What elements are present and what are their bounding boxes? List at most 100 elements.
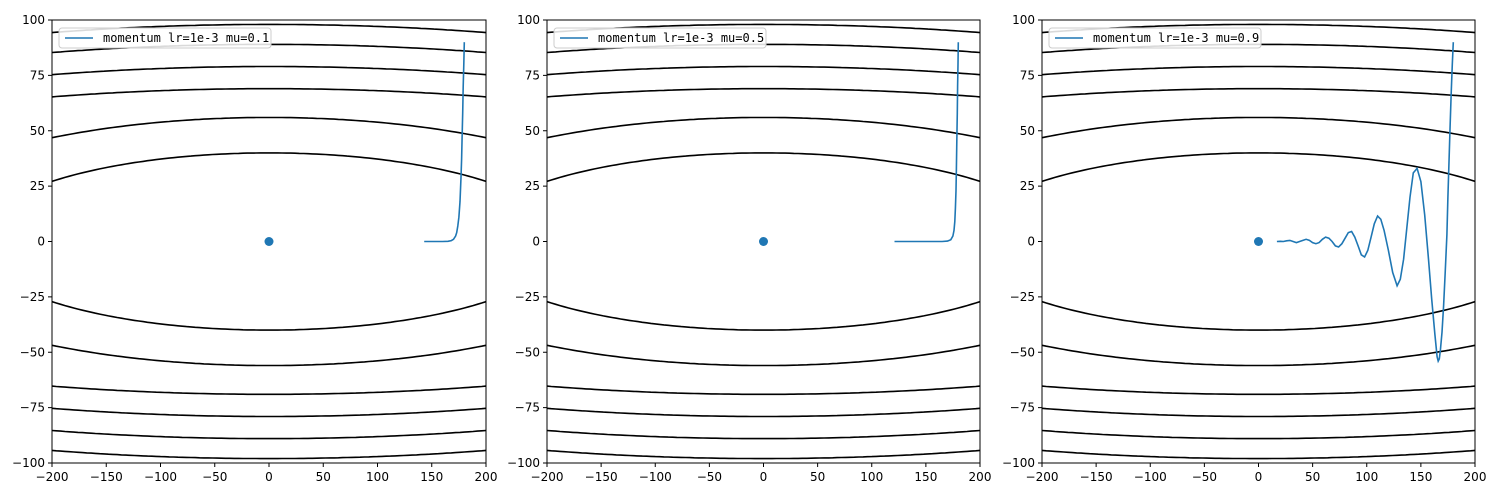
y-tick-label: 75 bbox=[525, 68, 540, 82]
y-tick-label: −75 bbox=[515, 401, 540, 415]
y-tick-label: 50 bbox=[525, 124, 540, 138]
contour-line bbox=[547, 385, 980, 396]
x-tick-label: 50 bbox=[810, 470, 825, 484]
y-tick-label: 50 bbox=[1020, 124, 1035, 138]
contour-line bbox=[52, 116, 486, 139]
x-tick-label: 0 bbox=[760, 470, 768, 484]
x-tick-label: −100 bbox=[1134, 470, 1167, 484]
contour-line bbox=[1042, 87, 1475, 98]
contour-line bbox=[1042, 300, 1475, 331]
y-tick-label: −100 bbox=[507, 456, 540, 470]
y-tick-label: 0 bbox=[532, 235, 540, 249]
y-tick-label: −50 bbox=[515, 345, 540, 359]
legend-box bbox=[553, 27, 767, 49]
legend-box bbox=[58, 27, 272, 49]
y-tick-label: 0 bbox=[37, 235, 45, 249]
contour-line bbox=[547, 449, 980, 460]
x-tick-label: −100 bbox=[144, 470, 177, 484]
legend: momentum lr=1e-3 mu=0.9 bbox=[1048, 27, 1262, 49]
legend-box bbox=[1048, 27, 1262, 49]
contour-line bbox=[52, 87, 486, 98]
contour-line bbox=[52, 449, 486, 460]
contour-line bbox=[52, 385, 486, 396]
contour-line bbox=[547, 407, 980, 418]
contour-line bbox=[1042, 449, 1475, 460]
y-tick-label: 25 bbox=[30, 179, 45, 193]
x-tick-label: 100 bbox=[366, 470, 389, 484]
contour-line bbox=[1042, 65, 1475, 76]
y-tick-label: 100 bbox=[517, 13, 540, 27]
x-tick-label: 0 bbox=[265, 470, 273, 484]
y-tick-label: 50 bbox=[30, 124, 45, 138]
contour-line bbox=[1042, 407, 1475, 418]
contour-line bbox=[547, 87, 980, 98]
x-tick-label: −200 bbox=[531, 470, 564, 484]
x-tick-label: −50 bbox=[697, 470, 722, 484]
legend-label: momentum lr=1e-3 mu=0.1 bbox=[103, 31, 269, 45]
minimum-point bbox=[1254, 237, 1263, 246]
contour-line bbox=[547, 344, 980, 367]
minimum-point bbox=[759, 237, 768, 246]
chart-panel-1: −200 −150 −100 −50 0 50 100 150 200 −100 −75 −50 −25… bbox=[12, 13, 497, 484]
x-tick-label: 150 bbox=[420, 470, 443, 484]
x-tick-label: 50 bbox=[316, 470, 331, 484]
y-tick-label: −100 bbox=[12, 456, 45, 470]
contour-line bbox=[52, 152, 486, 183]
minimum-point bbox=[264, 237, 274, 246]
x-tick-label: −150 bbox=[90, 470, 123, 484]
contour-line bbox=[1042, 385, 1475, 396]
legend: momentum lr=1e-3 mu=0.5 bbox=[553, 27, 767, 49]
x-tick-label: −50 bbox=[202, 470, 227, 484]
x-tick-label: −200 bbox=[36, 470, 69, 484]
x-tick-label: −150 bbox=[585, 470, 618, 484]
x-tick-label: 150 bbox=[914, 470, 937, 484]
y-tick-label: 100 bbox=[22, 13, 45, 27]
x-tick-label: 200 bbox=[1464, 470, 1487, 484]
contour-line bbox=[52, 300, 486, 331]
x-tick-label: 200 bbox=[475, 470, 498, 484]
contour-line bbox=[52, 407, 486, 418]
x-tick-label: 200 bbox=[969, 470, 992, 484]
y-tick-label: −75 bbox=[20, 401, 45, 415]
y-tick-label: 0 bbox=[1027, 235, 1035, 249]
x-tick-label: 100 bbox=[1355, 470, 1378, 484]
y-tick-label: −75 bbox=[1010, 401, 1035, 415]
x-tick-label: 50 bbox=[1305, 470, 1320, 484]
trajectory-line bbox=[894, 42, 960, 243]
y-tick-label: −50 bbox=[20, 345, 45, 359]
trajectory-line bbox=[424, 42, 466, 243]
y-tick-label: −50 bbox=[1010, 345, 1035, 359]
contour-line bbox=[547, 300, 980, 331]
y-tick-label: 100 bbox=[1012, 13, 1035, 27]
contour-line bbox=[52, 429, 486, 440]
x-tick-label: 0 bbox=[1255, 470, 1263, 484]
x-tick-label: −100 bbox=[639, 470, 672, 484]
trajectory-line bbox=[1276, 42, 1455, 364]
contour-line bbox=[1042, 116, 1475, 139]
x-tick-label: −50 bbox=[1192, 470, 1217, 484]
legend-label: momentum lr=1e-3 mu=0.5 bbox=[598, 31, 764, 45]
contour-line bbox=[1042, 429, 1475, 440]
y-tick-label: 25 bbox=[1020, 179, 1035, 193]
contour-line bbox=[547, 429, 980, 440]
legend: momentum lr=1e-3 mu=0.1 bbox=[58, 27, 272, 49]
contour-line bbox=[52, 344, 486, 367]
contour-line bbox=[52, 65, 486, 76]
x-tick-label: −200 bbox=[1026, 470, 1059, 484]
x-tick-label: −150 bbox=[1080, 470, 1113, 484]
contour-line bbox=[547, 65, 980, 76]
contour-line bbox=[1042, 152, 1475, 183]
contour-line bbox=[547, 152, 980, 183]
chart-panel-3: −200 −150 −100 −50 0 50 100 150 200 −100 −75 −50 −25… bbox=[1002, 13, 1486, 484]
x-tick-label: 100 bbox=[860, 470, 883, 484]
chart-panel-2: −200 −150 −100 −50 0 50 100 150 200 −100 −75 −50 −25… bbox=[507, 13, 991, 484]
x-tick-label: 150 bbox=[1409, 470, 1432, 484]
y-tick-label: −100 bbox=[1002, 456, 1035, 470]
y-tick-label: 75 bbox=[1020, 68, 1035, 82]
legend-label: momentum lr=1e-3 mu=0.9 bbox=[1093, 31, 1259, 45]
y-tick-label: −25 bbox=[515, 290, 540, 304]
y-tick-label: −25 bbox=[20, 290, 45, 304]
y-tick-label: 75 bbox=[30, 68, 45, 82]
contour-line bbox=[547, 116, 980, 139]
